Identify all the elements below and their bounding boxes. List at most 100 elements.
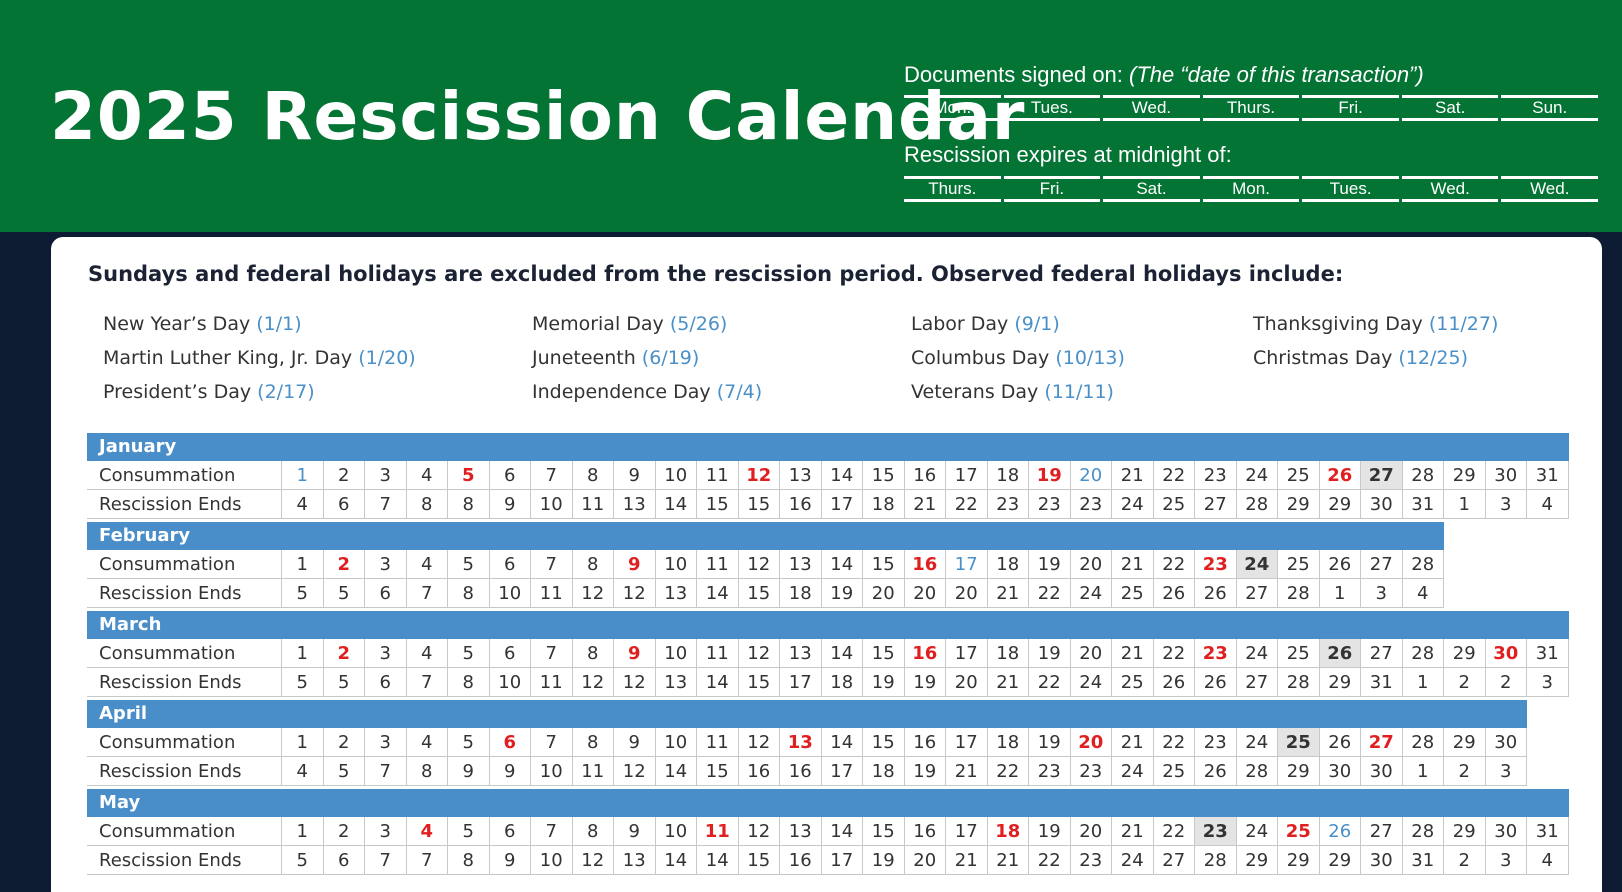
rescission-cell: 15 [697,757,739,785]
holiday-date: (2/17) [257,381,315,403]
rescission-cell: 30 [1361,757,1403,785]
rescission-row: Rescission Ends 4 6 7 8 8 9 10 11 13 14 15 15 16 17 18 2… [87,490,1569,519]
rescission-cell: 14 [697,846,739,874]
rescission-cell: 9 [490,757,531,785]
consummation-cell: 6 [490,728,531,756]
rescission-cell: 7 [365,757,407,785]
rescission-cell: 11 [573,490,614,518]
rescission-cell: 12 [614,668,656,696]
holiday-name: Independence Day [532,381,711,403]
rescission-cell: 26 [1195,668,1237,696]
rescission-cell: 11 [531,668,573,696]
holidays-heading: Sundays and federal holidays are exclude… [88,262,1344,286]
signed-day: Sun. [1501,95,1599,121]
holiday-name: President’s Day [103,381,252,403]
expires-day: Fri. [1003,176,1101,202]
rescission-cell: 17 [780,668,822,696]
consummation-cell: 24 [1237,639,1278,667]
rescission-cell: 31 [1403,846,1444,874]
rescission-cell: 24 [1112,846,1154,874]
rescission-cell: 3 [1486,490,1527,518]
holiday-name: Memorial Day [532,313,664,335]
holiday-item: Veterans Day (11/11) [911,375,1125,409]
consummation-cell: 22 [1154,639,1195,667]
rescission-cell: 21 [988,579,1029,607]
rescission-cell: 22 [1029,846,1071,874]
consummation-cell: 5 [448,461,490,489]
consummation-cell: 15 [863,817,905,845]
signed-label-text: Documents signed on: [904,62,1123,87]
consummation-cell: 7 [531,550,573,578]
rescission-row: Rescission Ends 5 5 6 7 8 10 11 12 12 13 14 15 18 19 20… [87,579,1444,608]
rescission-cell: 30 [1320,757,1361,785]
consummation-cell: 23 [1195,639,1237,667]
rescission-cell: 14 [697,668,739,696]
consummation-cell: 27 [1361,728,1403,756]
consummation-cell: 26 [1320,728,1361,756]
rescission-cell: 11 [531,579,573,607]
rescission-cell: 5 [282,668,324,696]
rescission-cell: 12 [614,579,656,607]
consummation-cell: 4 [407,639,448,667]
consummation-cell: 6 [490,817,531,845]
consummation-cell: 25 [1278,728,1320,756]
rescission-cell: 22 [1029,579,1071,607]
holiday-item: President’s Day (2/17) [103,375,416,409]
rescission-cell: 26 [1154,579,1195,607]
consummation-cell: 5 [448,817,490,845]
rescission-cell: 19 [863,668,905,696]
rescission-cell: 21 [905,490,946,518]
consummation-cell: 1 [282,817,324,845]
expires-day: Mon. [1202,176,1300,202]
consummation-cell: 12 [739,817,780,845]
consummation-cell: 19 [1029,817,1071,845]
consummation-cell: 24 [1237,728,1278,756]
rescission-cell: 5 [282,846,324,874]
rescission-cell: 22 [946,490,988,518]
rescission-cell: 14 [656,490,697,518]
consummation-cell: 20 [1071,639,1112,667]
consummation-cell: 28 [1403,817,1444,845]
month-header: April [87,700,1527,728]
holiday-name: New Year’s Day [103,313,251,335]
rescission-cell: 15 [739,490,780,518]
consummation-cell: 27 [1361,639,1403,667]
rescission-cell: 19 [905,757,946,785]
consummation-cell: 7 [531,461,573,489]
rescission-cell: 23 [1071,846,1112,874]
consummation-cell: 3 [365,817,407,845]
expires-days-row: Thurs. Fri. Sat. Mon. Tues. Wed. Wed. [904,176,1599,202]
expires-day: Sat. [1103,176,1200,202]
consummation-cell: 9 [614,728,656,756]
consummation-cell: 16 [905,461,946,489]
holiday-column: Thanksgiving Day (11/27) Christmas Day (… [1253,307,1498,375]
consummation-cell: 25 [1278,817,1320,845]
consummation-cell: 12 [739,639,780,667]
consummation-cell: 6 [490,639,531,667]
consummation-cell: 18 [988,728,1029,756]
row-label: Consummation [87,550,282,578]
rescission-cell: 16 [780,490,822,518]
rescission-cell: 3 [1486,846,1527,874]
rescission-cell: 23 [1029,490,1071,518]
rescission-cell: 21 [988,846,1029,874]
rescission-cell: 16 [739,757,780,785]
consummation-cell: 16 [905,639,946,667]
consummation-cell: 20 [1071,817,1112,845]
consummation-cell: 13 [780,639,822,667]
holiday-date: (1/1) [256,313,302,335]
consummation-cell: 29 [1444,461,1486,489]
row-label: Consummation [87,728,282,756]
rescission-cell: 23 [988,490,1029,518]
month-block: April Consummation 1 2 3 4 5 6 7 8 9 10 11 12 13 14 15 16… [87,700,1567,786]
consummation-cell: 26 [1320,550,1361,578]
rescission-cell: 5 [324,757,365,785]
holiday-name: Labor Day [911,313,1009,335]
rescission-cell: 24 [1071,579,1112,607]
consummation-cell: 12 [739,728,780,756]
expires-day: Tues. [1302,176,1399,202]
consummation-cell: 28 [1403,461,1444,489]
consummation-cell: 8 [573,817,614,845]
consummation-cell: 11 [697,639,739,667]
rescission-cell: 1 [1403,757,1444,785]
